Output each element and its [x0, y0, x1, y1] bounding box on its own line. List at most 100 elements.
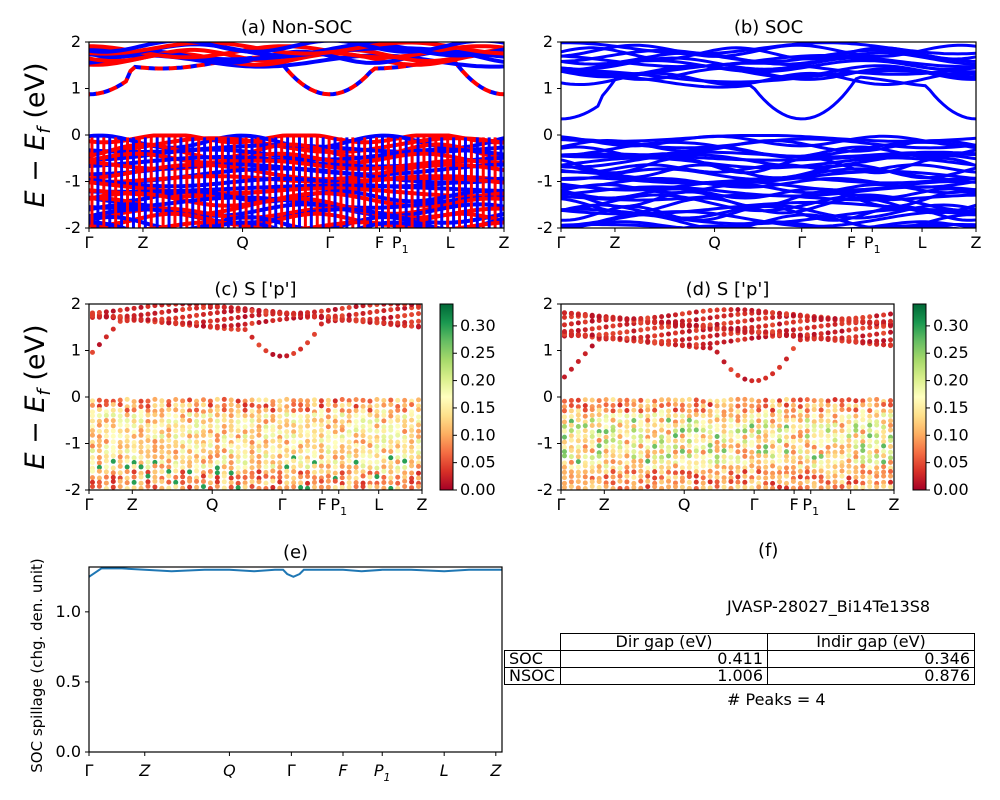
- scatter-point: [582, 332, 588, 338]
- scatter-point: [666, 397, 672, 403]
- band-line: [561, 179, 976, 192]
- scatter-point: [242, 407, 248, 413]
- scatter-point: [756, 465, 762, 471]
- scatter-point: [888, 427, 894, 433]
- scatter-point: [214, 437, 220, 443]
- scatter-point: [825, 484, 831, 490]
- scatter-point: [582, 327, 588, 333]
- scatter-point: [721, 326, 727, 332]
- scatter-point: [679, 458, 685, 464]
- scatter-point: [617, 478, 623, 484]
- scatter-point: [166, 443, 172, 449]
- scatter-point: [346, 480, 352, 486]
- scatter-point: [207, 408, 213, 414]
- colorbar-tick-label: 0.05: [460, 453, 496, 472]
- scatter-point: [402, 397, 408, 403]
- scatter-point: [235, 444, 241, 450]
- scatter-point: [853, 339, 859, 345]
- scatter-point: [568, 366, 574, 372]
- scatter-point: [318, 422, 324, 428]
- scatter-point: [624, 479, 630, 485]
- scatter-point: [346, 464, 352, 470]
- scatter-point: [159, 398, 165, 404]
- scatter-point: [173, 402, 179, 408]
- scatter-point: [853, 423, 859, 429]
- scatter-point: [346, 475, 352, 481]
- scatter-point: [305, 474, 311, 480]
- scatter-point: [659, 332, 665, 338]
- scatter-point: [874, 313, 880, 319]
- scatter-point: [96, 479, 102, 485]
- scatter-point: [145, 408, 151, 414]
- scatter-point: [686, 464, 692, 470]
- scatter-point: [221, 413, 227, 419]
- scatter-point: [700, 399, 706, 405]
- scatter-point: [659, 438, 665, 444]
- scatter-point: [194, 402, 200, 408]
- scatter-point: [770, 490, 775, 495]
- scatter-point: [832, 321, 838, 327]
- scatter-point: [360, 418, 366, 424]
- scatter-point: [89, 443, 95, 449]
- scatter-point: [860, 480, 866, 486]
- scatter-point: [659, 485, 665, 490]
- scatter-point: [416, 323, 422, 329]
- scatter-point: [277, 470, 283, 476]
- scatter-point: [409, 323, 415, 329]
- scatter-point: [416, 403, 422, 409]
- scatter-point: [867, 433, 873, 439]
- scatter-point: [270, 424, 276, 430]
- scatter-point: [700, 308, 706, 314]
- scatter-point: [735, 418, 741, 424]
- scatter-point: [124, 486, 130, 490]
- scatter-point: [714, 321, 720, 327]
- scatter-point: [194, 305, 200, 311]
- scatter-point: [381, 424, 387, 430]
- scatter-point: [305, 413, 311, 419]
- scatter-point: [117, 307, 123, 313]
- scatter-point: [242, 327, 248, 333]
- scatter-point: [818, 315, 824, 321]
- y-tick-label: -2: [537, 218, 553, 237]
- scatter-point: [228, 475, 234, 481]
- scatter-point: [672, 428, 678, 434]
- scatter-point: [693, 465, 699, 471]
- scatter-point: [242, 464, 248, 470]
- band-line: [561, 42, 976, 56]
- scatter-point: [645, 449, 651, 455]
- x-tick-label: Γ: [797, 233, 806, 252]
- scatter-point: [679, 418, 685, 424]
- scatter-point: [790, 444, 796, 450]
- scatter-point: [686, 328, 692, 334]
- scatter-point: [298, 443, 304, 449]
- scatter-point: [659, 314, 665, 320]
- scatter-point: [305, 340, 311, 346]
- scatter-point: [617, 448, 623, 454]
- scatter-point: [742, 423, 748, 429]
- scatter-point: [589, 464, 595, 470]
- scatter-point: [291, 464, 297, 470]
- scatter-point: [305, 407, 311, 413]
- scatter-point: [152, 423, 158, 429]
- scatter-point: [638, 450, 644, 456]
- scatter-point: [214, 470, 220, 476]
- scatter-point: [596, 432, 602, 438]
- scatter-point: [811, 315, 817, 321]
- scatter-point: [700, 463, 706, 469]
- scatter-point: [256, 427, 262, 433]
- scatter-point: [131, 305, 137, 311]
- scatter-point: [763, 423, 769, 429]
- x-tick-label: Γ: [557, 233, 566, 252]
- scatter-point: [173, 419, 179, 425]
- scatter-point: [853, 454, 859, 460]
- scatter-point: [679, 475, 685, 481]
- scatter-point: [860, 319, 866, 325]
- scatter-point: [325, 419, 331, 425]
- scatter-point: [207, 318, 213, 324]
- scatter-point: [777, 427, 783, 433]
- scatter-point: [617, 330, 623, 336]
- scatter-point: [159, 459, 165, 465]
- scatter-point: [867, 479, 873, 485]
- scatter-point: [277, 403, 283, 409]
- scatter-point: [353, 419, 359, 425]
